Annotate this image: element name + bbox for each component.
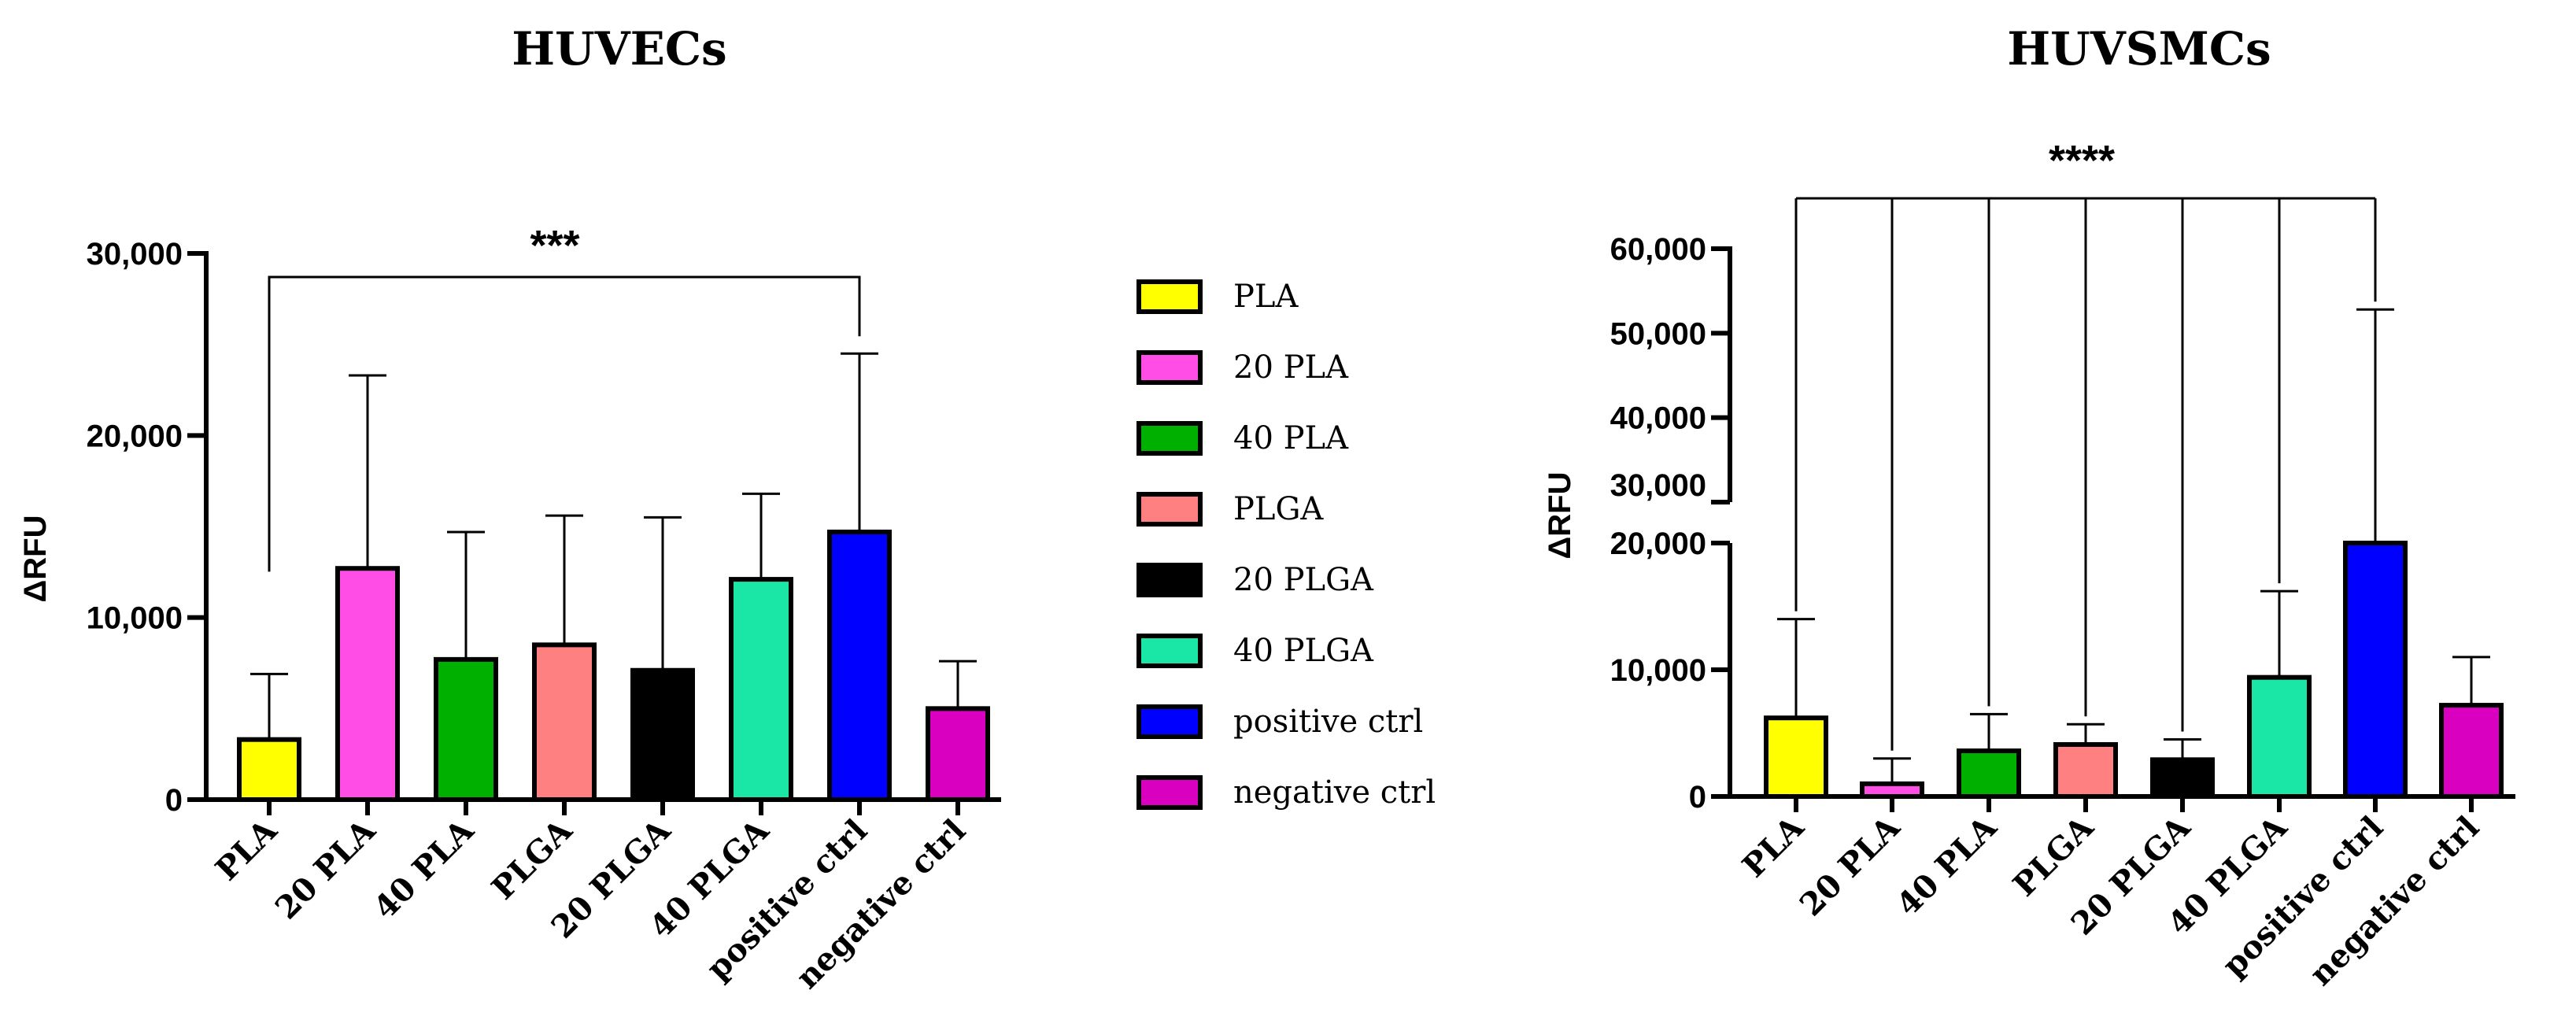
legend-label-negative-ctrl: negative ctrl [1233,774,1436,811]
huvecs-x-tick-label-pla: PLA [209,811,285,888]
legend-swatch-pla [1136,279,1203,314]
huvsmcs-bar-pla [1764,715,1828,799]
legend-item-plga: PLGA [1136,491,1324,527]
huvsmcs-chart-title: HUVSMCs [2007,22,2271,76]
legend-swatch-negative-ctrl [1136,775,1203,810]
legend-item-positive-ctrl: positive ctrl [1136,704,1423,740]
legend-item-20-pla: 20 PLA [1136,349,1349,386]
huvsmcs-y-tick-label: 60,000 [1610,232,1706,267]
huvecs-bar-plga [532,642,597,802]
legend-label-20-plga: 20 PLGA [1233,562,1374,598]
huvsmcs-bar-40-plga [2247,674,2312,799]
huvsmcs-y-tick-label: 20,000 [1610,527,1706,561]
huvsmcs-y-tick-label: 50,000 [1610,316,1706,351]
legend-label-positive-ctrl: positive ctrl [1233,704,1423,740]
legend-swatch-40-pla [1136,421,1203,456]
huvsmcs-y-axis-label: ΔRFU [1543,472,1577,560]
legend-item-40-pla: 40 PLA [1136,420,1349,456]
legend-swatch-20-plga [1136,563,1203,597]
huvecs-significance-label: *** [530,222,579,269]
huvecs-bar-40-pla [434,656,498,803]
legend: PLA 20 PLA 40 PLA PLGA 20 PLGA 40 PLGA positiv… [1136,279,1436,811]
huvecs-y-axis-label: ΔRFU [18,516,53,603]
huvsmcs-y-tick-label: 30,000 [1610,468,1706,503]
huvecs-y-tick-label: 20,000 [87,419,183,453]
huvecs-bar-40-plga [729,577,793,802]
huvecs-y-tick-label: 30,000 [87,237,183,272]
huvsmcs-bar-negative-ctrl [2439,703,2504,800]
huvecs-x-tick-label-40-pla: 40 PLA [367,811,482,926]
huvecs-y-tick-label: 0 [165,783,183,818]
huvsmcs-significance-label: **** [2049,137,2115,184]
huvecs-bar-positive-ctrl [827,529,892,802]
huvsmcs-chart: 0 10,000 20,000 30,000 40,000 50,000 60,000 PLA… [1610,197,2515,993]
legend-swatch-plga [1136,492,1203,527]
legend-item-pla: PLA [1136,279,1299,315]
legend-swatch-20-pla [1136,350,1203,385]
huvecs-x-tick-label-20-pla: 20 PLA [268,811,383,926]
huvecs-bar-20-plga [630,667,695,803]
huvsmcs-bar-positive-ctrl [2343,541,2408,799]
huvsmcs-x-tick-label-20-pla: 20 PLA [1793,808,1908,923]
huvsmcs-bar-plga [2053,741,2118,799]
huvsmcs-x-tick-label-negative-ctrl: negative ctrl [2302,809,2486,993]
huvsmcs-bar-20-pla [1860,781,1924,800]
huvecs-x-tick-label-plga: PLGA [485,811,580,907]
legend-label-20-pla: 20 PLA [1233,349,1349,386]
huvecs-chart-title: HUVECs [512,22,726,76]
legend-item-20-plga: 20 PLGA [1136,562,1374,598]
legend-swatch-positive-ctrl [1136,704,1203,739]
legend-label-40-pla: 40 PLA [1233,420,1349,456]
huvecs-x-tick-label-negative-ctrl: negative ctrl [789,812,973,996]
huvsmcs-x-tick-label-40-pla: 40 PLA [1890,808,2005,923]
huvecs-bar-20-pla [335,566,400,802]
huvsmcs-bar-20-plga [2150,757,2215,799]
legend-label-40-plga: 40 PLGA [1233,633,1374,669]
huvecs-bar-negative-ctrl [926,706,990,802]
huvsmcs-bar-40-pla [1957,748,2021,799]
legend-item-negative-ctrl: negative ctrl [1136,774,1436,811]
huvsmcs-y-tick-label: 40,000 [1610,401,1706,436]
legend-item-40-plga: 40 PLGA [1136,633,1374,669]
huvsmcs-x-tick-label-pla: PLA [1735,808,1812,885]
huvsmcs-x-tick-label-plga: PLGA [2006,808,2101,904]
legend-label-plga: PLGA [1233,491,1324,527]
huvsmcs-y-tick-label: 0 [1689,780,1706,815]
huvecs-bar-pla [237,737,301,802]
huvsmcs-y-tick-label: 10,000 [1610,653,1706,688]
legend-swatch-40-plga [1136,634,1203,668]
huvecs-y-tick-label: 10,000 [87,601,183,636]
huvecs-significance-bracket [268,275,861,572]
legend-label-pla: PLA [1233,279,1299,315]
